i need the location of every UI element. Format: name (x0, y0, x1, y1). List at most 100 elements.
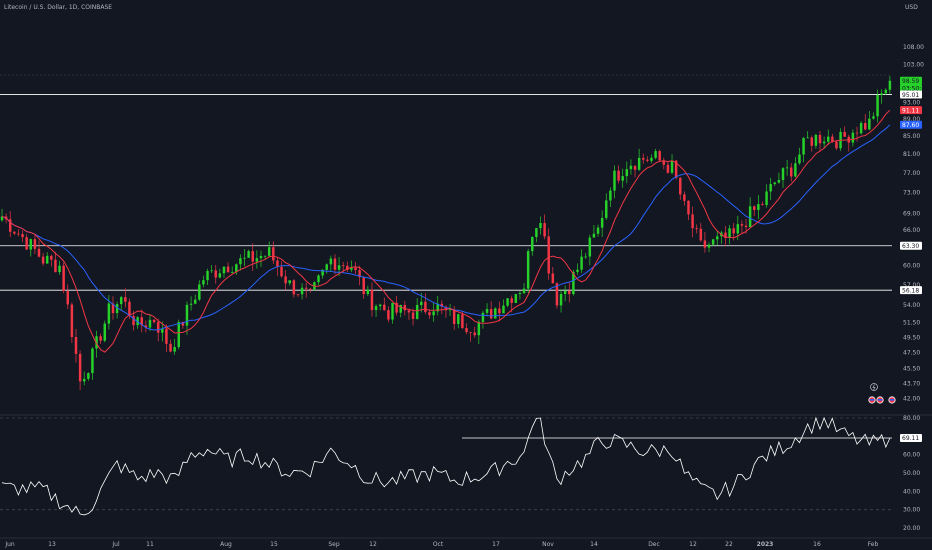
candle-body (177, 321, 180, 348)
candle-body (58, 265, 61, 273)
candle-body (637, 157, 641, 170)
candle-body (66, 291, 70, 305)
candle-body (239, 258, 242, 265)
candle-body (235, 264, 238, 273)
candle-body (156, 322, 160, 333)
rsi-label-box (900, 433, 922, 442)
currency-label: USD (905, 4, 918, 11)
candle-body (169, 343, 172, 352)
candle-body (70, 304, 74, 338)
candle-body (605, 200, 608, 218)
candle-body (646, 159, 649, 161)
candle-body (317, 275, 320, 283)
price-axis: 108.00 103.00 93.00 89.00 85.00 81.00 77.00 73.… (903, 44, 924, 532)
candle-body (115, 304, 119, 314)
candle-body (465, 328, 468, 332)
price-tick-label: 69.00 (903, 211, 920, 218)
price-tick-label: 57.00 (903, 282, 920, 289)
candle-body (152, 319, 156, 323)
rsi-pane (1, 416, 891, 516)
candle-body (744, 225, 748, 228)
price-label-box (900, 84, 922, 93)
candle-body (8, 219, 12, 232)
candle-body (25, 237, 28, 250)
lightning-bolt-icon (872, 384, 876, 391)
price-label-box (900, 286, 922, 295)
candle-body (362, 277, 365, 295)
candle-body (687, 200, 690, 215)
candle-body (814, 134, 818, 146)
candle-body (444, 306, 448, 311)
candle-body (600, 217, 604, 228)
candle-body (148, 319, 152, 328)
candle-body (596, 227, 600, 234)
candle-body (124, 297, 127, 302)
time-tick-label: 12 (369, 541, 377, 548)
lightning-event-icon (870, 383, 878, 391)
candle-body (568, 290, 571, 295)
price-label-ma_slow: 87.60 (902, 122, 919, 129)
candle-body (202, 280, 205, 285)
candle-body (82, 378, 86, 382)
price-tick-label: 73.00 (903, 190, 920, 197)
price-label-box (900, 106, 922, 115)
candle-body (288, 280, 291, 284)
candle-body (810, 137, 814, 146)
price-label-box (900, 90, 922, 99)
price-label-ma_fast: 91.11 (902, 107, 919, 114)
price-tick-label: 47.50 (903, 350, 920, 357)
candle-body (358, 270, 361, 278)
candle-body (263, 255, 267, 257)
flag-stripe-icon (869, 399, 875, 401)
candle-body (711, 239, 715, 245)
flag-stripe-icon (877, 399, 883, 401)
candle-body (679, 177, 682, 195)
candle-body (341, 265, 345, 267)
candle-body (868, 118, 871, 130)
price-label-box (900, 241, 922, 250)
price-label-box (900, 120, 922, 129)
candle-body (387, 310, 390, 320)
price-tick-label: 93.00 (903, 100, 920, 107)
candle-body (230, 272, 234, 273)
candle-body (798, 154, 801, 164)
candle-body (17, 233, 20, 235)
candle-body (510, 298, 513, 303)
candle-body (621, 176, 624, 181)
candle-body (802, 138, 805, 155)
candle-body (210, 270, 213, 272)
candle-body (477, 321, 481, 336)
candle-body (629, 165, 633, 170)
candle-body (563, 290, 567, 294)
candle-body (753, 206, 756, 210)
time-tick-label: Dec (648, 541, 660, 548)
price-tick-label: 42.00 (903, 395, 920, 402)
time-tick-label: 2023 (757, 541, 774, 548)
candle-body (859, 123, 863, 134)
candle-body (193, 299, 197, 304)
candle-body (757, 204, 760, 210)
price-tick-label: 49.50 (903, 334, 920, 341)
grid (0, 74, 932, 539)
candle-body (822, 141, 826, 144)
candle-body (642, 157, 645, 160)
candle-body (292, 280, 296, 295)
candle-body (732, 228, 735, 234)
candle-body (650, 157, 653, 161)
price-label-last: 98.59 (902, 78, 919, 85)
candle-body (119, 297, 123, 305)
candle-body (670, 160, 674, 173)
candle-body (354, 267, 357, 271)
price-tick-label: 43.70 (903, 381, 920, 388)
candle-body (485, 309, 489, 313)
candle-body (99, 336, 102, 341)
candle-body (337, 265, 341, 270)
candle-body (0, 216, 4, 221)
candle-body (428, 312, 431, 316)
candle-body (448, 309, 452, 311)
candle-body (267, 247, 271, 256)
candle-body (304, 287, 308, 289)
candle-body (333, 258, 337, 270)
